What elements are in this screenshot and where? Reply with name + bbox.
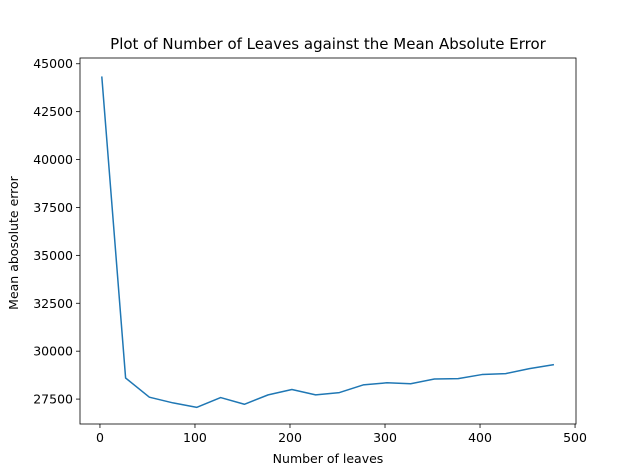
y-tick-label: 32500: [33, 296, 73, 311]
x-tick-label: 0: [96, 430, 104, 445]
x-tick-label: 300: [373, 430, 397, 445]
series-line-0: [101, 76, 555, 409]
y-tick-label: 30000: [33, 344, 73, 359]
y-tick-label: 37500: [33, 200, 73, 215]
y-tick-label: 27500: [33, 392, 73, 407]
x-tick-label: 200: [278, 430, 302, 445]
x-tick-label: 100: [183, 430, 207, 445]
y-tick-label: 42500: [33, 104, 73, 119]
y-tick-label: 45000: [33, 56, 73, 71]
y-axis-label: Mean abosolute error: [6, 175, 21, 310]
chart-title: Plot of Number of Leaves against the Mea…: [110, 35, 547, 53]
y-tick-label: 40000: [33, 152, 73, 167]
y-tick-label: 35000: [33, 248, 73, 263]
axes-frame: [79, 57, 577, 425]
plot-area: 0 100 200 300 400 500 27500 30000 32500 35000 3750…: [33, 56, 587, 445]
x-tick-label: 400: [468, 430, 492, 445]
x-axis-label: Number of leaves: [273, 451, 384, 466]
x-tick-label: 500: [563, 430, 587, 445]
